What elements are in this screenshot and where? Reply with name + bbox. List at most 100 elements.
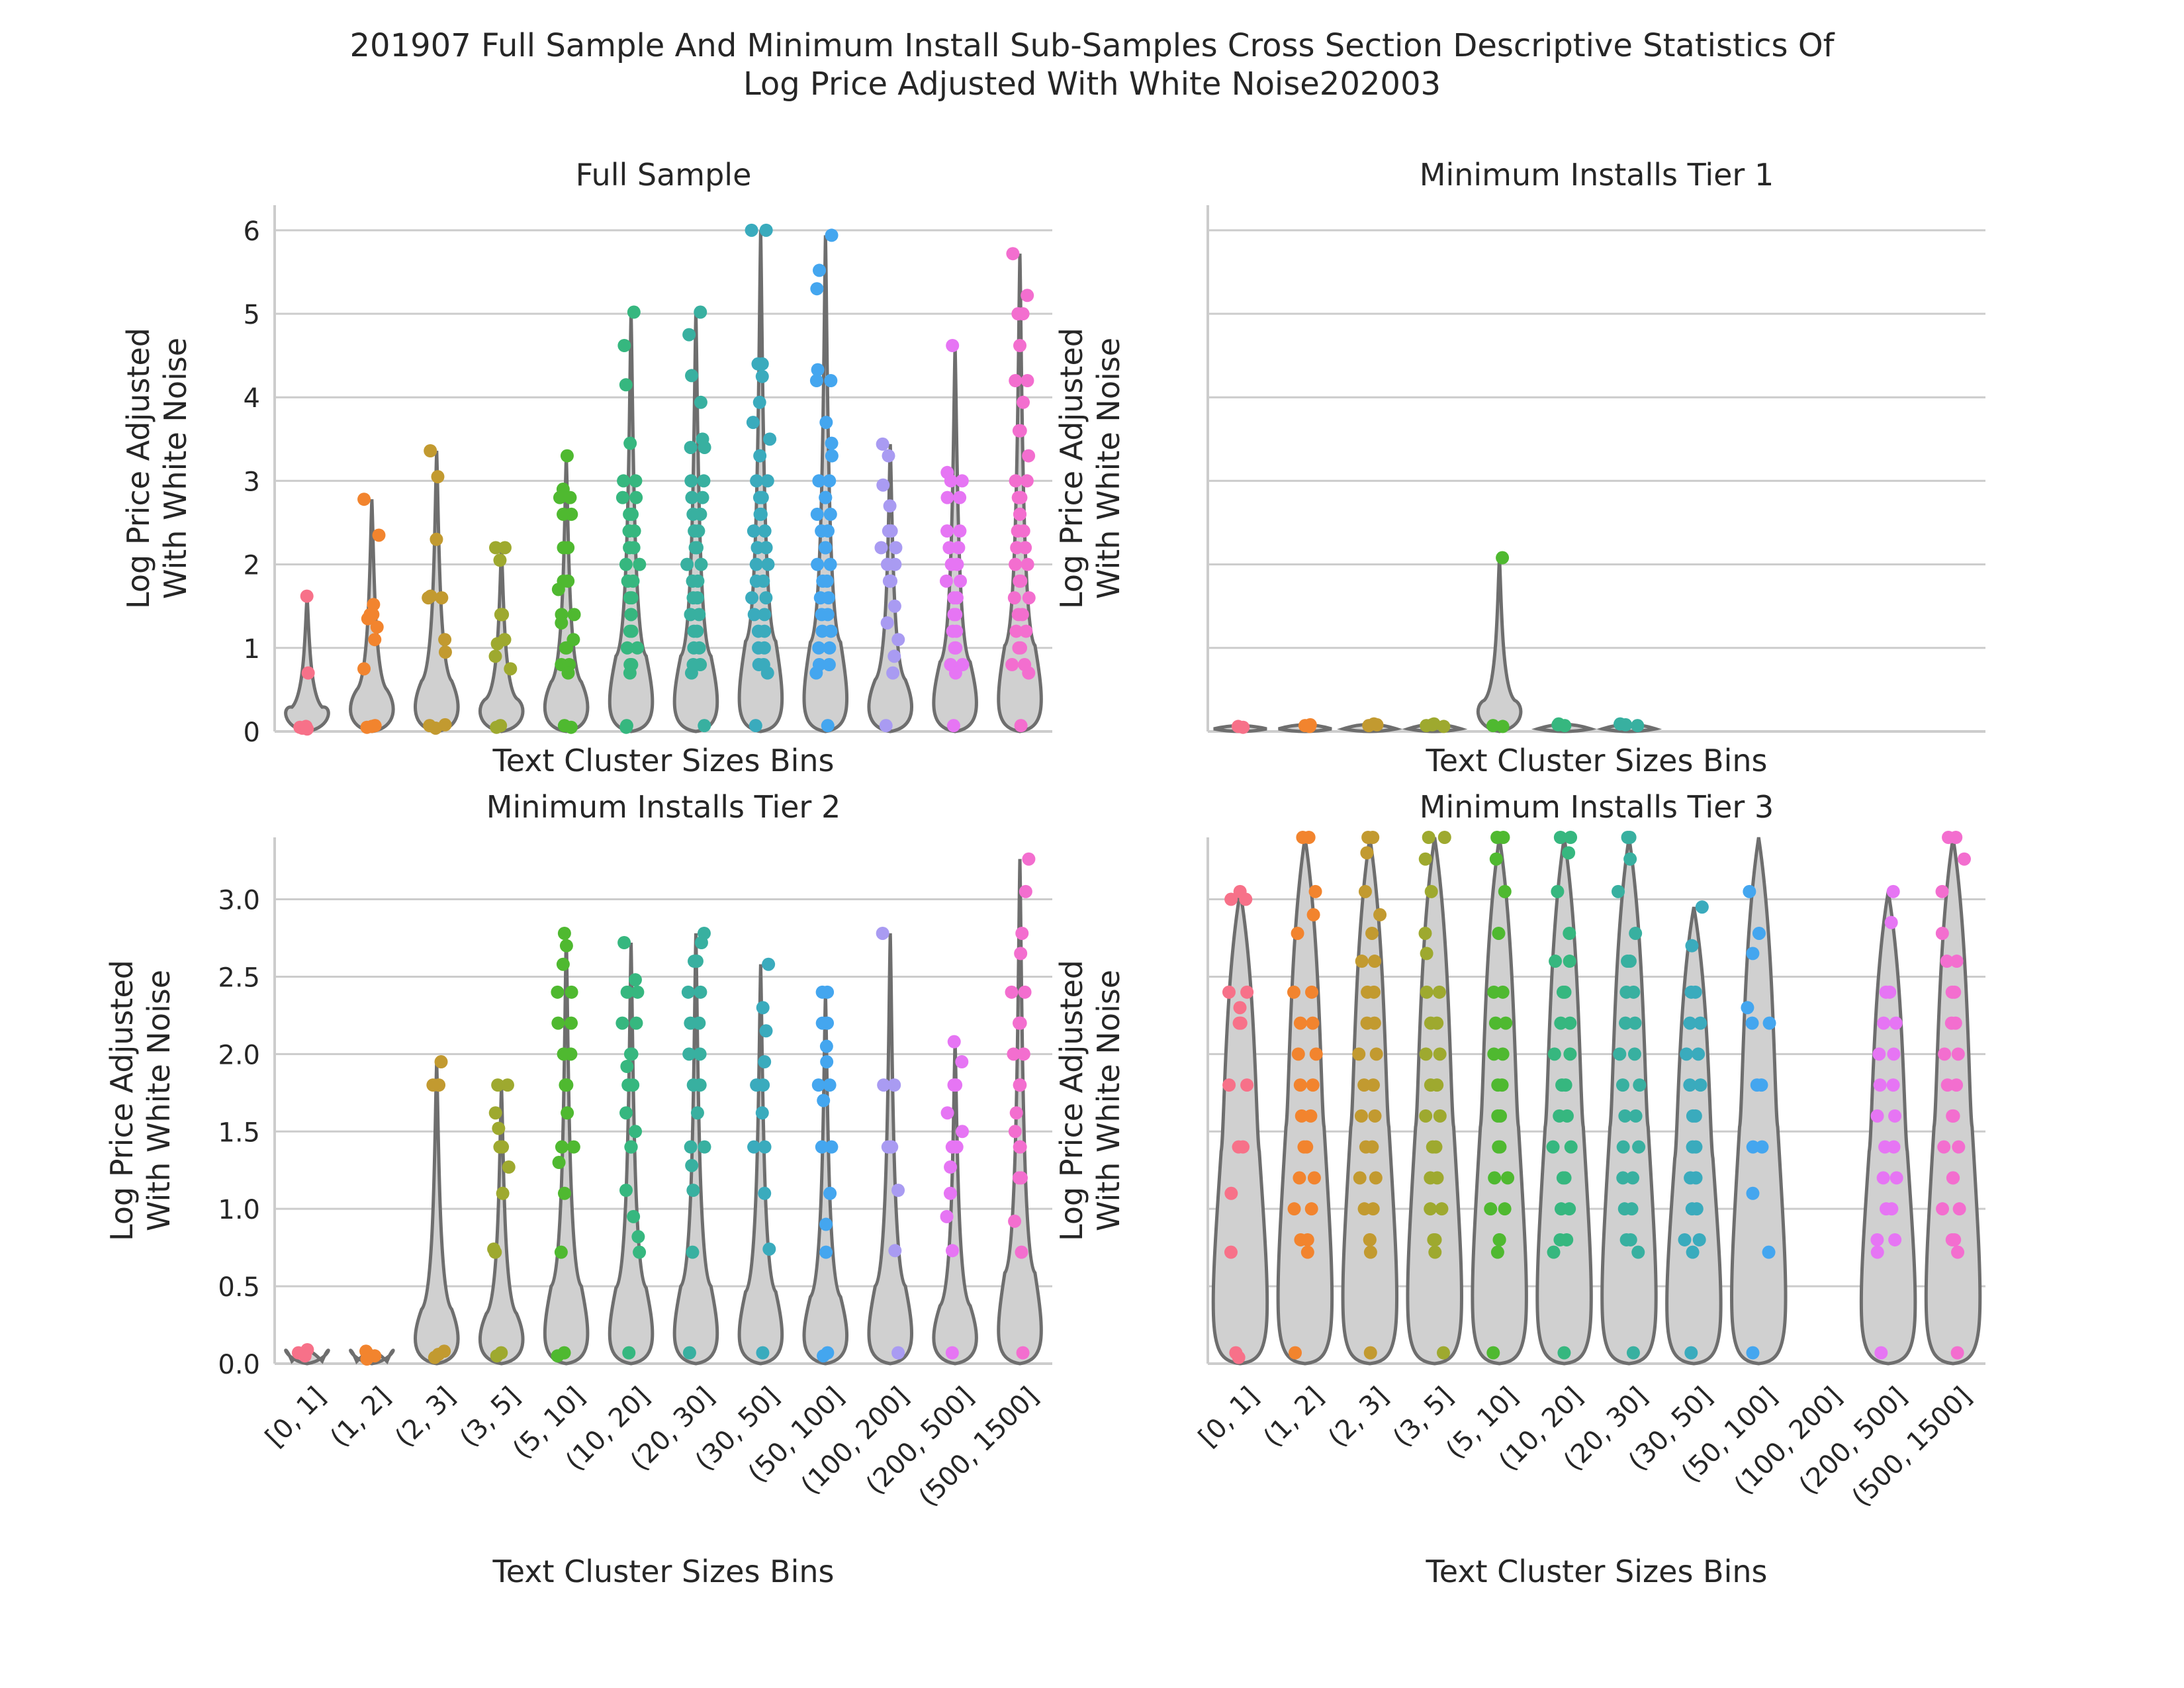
data-point xyxy=(940,1209,954,1223)
data-point xyxy=(690,1106,704,1120)
data-point xyxy=(491,1078,505,1092)
y-tick-label: 2.5 xyxy=(218,962,260,993)
data-point xyxy=(1307,1171,1321,1185)
violin-3 xyxy=(478,1085,525,1366)
data-point xyxy=(1296,831,1310,844)
data-point xyxy=(694,985,707,999)
data-point xyxy=(496,1186,510,1200)
data-point xyxy=(756,574,770,588)
data-point xyxy=(1619,985,1633,999)
data-point xyxy=(1420,947,1433,961)
data-point xyxy=(1013,574,1026,588)
data-point xyxy=(1018,985,1032,999)
data-point xyxy=(563,491,577,504)
data-point xyxy=(428,1350,441,1364)
data-point xyxy=(1361,831,1375,844)
data-point xyxy=(624,608,638,622)
data-point xyxy=(1883,985,1897,999)
data-point xyxy=(1945,985,1959,999)
data-point xyxy=(954,574,968,588)
data-point xyxy=(1615,1078,1629,1092)
data-point xyxy=(1612,884,1625,898)
data-point xyxy=(620,641,634,655)
data-point xyxy=(1015,1245,1028,1259)
data-point xyxy=(1951,1245,1965,1259)
figure-title: 201907 Full Sample And Minimum Install S… xyxy=(0,26,2184,103)
y-tick-label: 2.0 xyxy=(218,1040,260,1070)
data-point xyxy=(1888,1109,1902,1123)
panel-3: 0.0 0.5 1.0 1.5 2.0 2.5 3.0 Minimum Installs Ti… xyxy=(104,789,1052,1589)
violin-5 xyxy=(1535,837,1593,1366)
data-point xyxy=(1369,1171,1383,1185)
data-point xyxy=(1433,1047,1447,1061)
data-point xyxy=(1006,247,1020,261)
data-point xyxy=(1872,1047,1886,1061)
data-point xyxy=(815,624,829,638)
data-point xyxy=(368,719,382,733)
data-point xyxy=(1232,1140,1246,1154)
data-point xyxy=(631,641,645,655)
data-point xyxy=(946,339,960,352)
panel-4: Minimum Installs Tier 3 Log Price Adjuste… xyxy=(1054,789,1985,1589)
data-point xyxy=(1430,1016,1444,1030)
data-point xyxy=(629,491,643,504)
data-point xyxy=(615,491,629,504)
data-point xyxy=(1873,1078,1887,1092)
data-point xyxy=(815,1140,829,1154)
data-point xyxy=(551,985,565,999)
data-point xyxy=(1222,1078,1236,1092)
violin-0 xyxy=(1211,891,1269,1366)
data-point xyxy=(688,524,702,538)
violin-7 xyxy=(737,964,784,1366)
data-point xyxy=(1493,1140,1507,1154)
data-point xyxy=(1420,985,1433,999)
data-point xyxy=(1564,831,1578,844)
data-point xyxy=(557,1047,570,1061)
data-point xyxy=(1686,1109,1700,1123)
data-point xyxy=(1876,1171,1890,1185)
data-point xyxy=(1293,1171,1306,1185)
data-point xyxy=(809,666,823,680)
data-point xyxy=(1363,1346,1377,1360)
data-point xyxy=(1357,1078,1371,1092)
data-point xyxy=(1952,1202,1966,1216)
violin-2 xyxy=(414,1061,460,1366)
data-point xyxy=(565,1016,578,1030)
data-point xyxy=(617,474,631,488)
data-point xyxy=(1496,720,1510,733)
data-point xyxy=(759,223,773,237)
data-point xyxy=(1762,1016,1776,1030)
data-point xyxy=(1224,1186,1238,1200)
data-point xyxy=(1291,926,1304,940)
data-point xyxy=(1360,846,1374,860)
data-point xyxy=(561,666,575,680)
data-point xyxy=(1007,591,1021,605)
data-point xyxy=(752,658,766,672)
data-point xyxy=(438,633,452,647)
data-point xyxy=(1011,307,1025,321)
data-point xyxy=(1686,1245,1700,1259)
data-point xyxy=(1430,1078,1444,1092)
data-point xyxy=(561,1106,574,1120)
data-point xyxy=(1950,1078,1964,1092)
data-point xyxy=(1019,884,1032,898)
data-point xyxy=(955,474,969,488)
data-point xyxy=(559,939,573,953)
data-point xyxy=(1951,1047,1965,1061)
data-point xyxy=(690,955,704,968)
data-point xyxy=(819,1039,833,1053)
data-point xyxy=(1015,926,1029,940)
data-point xyxy=(1938,1047,1952,1061)
data-point xyxy=(756,1346,770,1360)
data-point xyxy=(943,1186,957,1200)
data-point xyxy=(879,719,893,733)
data-point xyxy=(1946,1171,1960,1185)
data-point xyxy=(821,591,835,605)
data-point xyxy=(749,719,762,733)
data-point xyxy=(1491,1078,1505,1092)
data-point xyxy=(1488,1016,1502,1030)
data-point xyxy=(756,1078,770,1092)
data-point xyxy=(1616,1171,1630,1185)
data-point xyxy=(758,1140,772,1154)
data-point xyxy=(1304,1202,1318,1216)
